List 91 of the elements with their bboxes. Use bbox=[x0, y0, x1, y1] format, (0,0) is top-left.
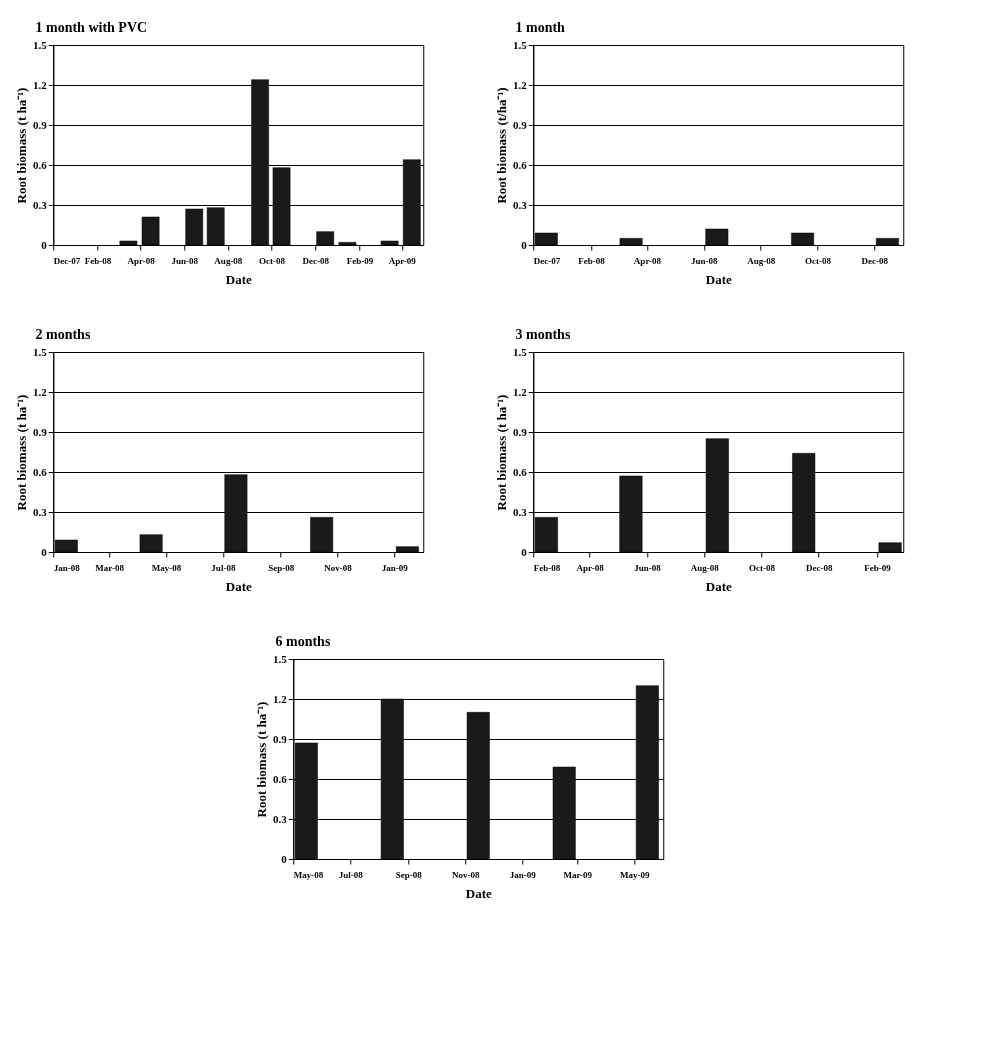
x-tick-label: Jan-09 bbox=[509, 869, 537, 880]
bar bbox=[338, 242, 357, 246]
x-tick-label: May-08 bbox=[293, 869, 324, 880]
chart-title: 6 months bbox=[275, 634, 331, 649]
x-tick-label: Mar-08 bbox=[95, 562, 125, 573]
x-axis-title: Date bbox=[705, 271, 732, 287]
x-tick-label: May-09 bbox=[620, 869, 651, 880]
y-tick-label: 0 bbox=[521, 238, 528, 251]
x-tick-label: Oct-08 bbox=[259, 255, 286, 266]
x-tick-label: Jul-08 bbox=[338, 869, 364, 880]
y-tick-label: 0.9 bbox=[513, 425, 528, 438]
y-tick-label: 0.3 bbox=[513, 198, 528, 211]
x-tick-label: Feb-09 bbox=[346, 255, 374, 266]
y-axis-title: Root biomass (t ha⁻¹) bbox=[494, 394, 509, 511]
x-tick-label: Apr-08 bbox=[127, 255, 156, 266]
x-tick-label: Dec-07 bbox=[533, 255, 561, 266]
y-axis-title: Root biomass (t ha⁻¹) bbox=[14, 394, 29, 511]
y-tick-label: 0 bbox=[521, 545, 528, 558]
y-tick-label: 0.6 bbox=[273, 772, 288, 785]
bar bbox=[316, 231, 335, 246]
x-tick-label: Nov-08 bbox=[324, 562, 353, 573]
x-tick-label: Jan-08 bbox=[53, 562, 81, 573]
y-axis-title: Root biomass (t ha⁻¹) bbox=[14, 87, 29, 204]
x-tick-label: May-08 bbox=[151, 562, 182, 573]
x-tick-label: Jul-08 bbox=[211, 562, 236, 573]
y-tick-label: 0.6 bbox=[33, 158, 48, 171]
y-tick-label: 0 bbox=[281, 852, 288, 865]
y-tick-label: 0.6 bbox=[513, 465, 528, 478]
x-tick-label: Jun-08 bbox=[691, 255, 719, 266]
bar bbox=[119, 240, 138, 246]
bar bbox=[139, 534, 163, 553]
x-tick-label: Jun-08 bbox=[171, 255, 199, 266]
y-tick-label: 0.3 bbox=[33, 198, 48, 211]
x-tick-label: Dec-08 bbox=[805, 562, 833, 573]
x-axis-title: Date bbox=[705, 578, 732, 594]
y-axis-title: Root biomass (t/ha⁻¹) bbox=[494, 87, 509, 204]
y-tick-label: 1.5 bbox=[513, 38, 528, 51]
x-axis-title: Date bbox=[225, 271, 252, 287]
bar bbox=[380, 240, 399, 246]
y-tick-label: 1.2 bbox=[273, 692, 288, 705]
x-axis-title: Date bbox=[225, 578, 252, 594]
x-axis-title: Date bbox=[465, 885, 492, 901]
x-tick-label: Apr-09 bbox=[388, 255, 417, 266]
x-tick-label: Feb-08 bbox=[533, 562, 561, 573]
y-tick-label: 1.2 bbox=[513, 78, 528, 91]
y-tick-label: 0 bbox=[41, 545, 48, 558]
y-tick-label: 1.2 bbox=[513, 385, 528, 398]
x-tick-label: Feb-09 bbox=[864, 562, 892, 573]
y-tick-label: 0.6 bbox=[33, 465, 48, 478]
chart-title: 1 month bbox=[515, 20, 566, 35]
y-tick-label: 0.3 bbox=[513, 505, 528, 518]
y-tick-label: 1.5 bbox=[513, 345, 528, 358]
y-tick-label: 0 bbox=[41, 238, 48, 251]
y-tick-label: 1.5 bbox=[33, 38, 48, 51]
y-tick-label: 0.9 bbox=[33, 118, 48, 131]
chart-title: 3 months bbox=[515, 327, 571, 342]
x-tick-label: Dec-07 bbox=[53, 255, 81, 266]
y-tick-label: 0.3 bbox=[273, 812, 288, 825]
y-tick-label: 1.5 bbox=[273, 652, 288, 665]
y-tick-label: 0.9 bbox=[273, 732, 288, 745]
x-tick-label: Jun-08 bbox=[634, 562, 662, 573]
y-tick-label: 1.2 bbox=[33, 385, 48, 398]
x-tick-label: Feb-08 bbox=[84, 255, 112, 266]
x-tick-label: Oct-08 bbox=[748, 562, 776, 573]
x-tick-label: Feb-08 bbox=[578, 255, 606, 266]
x-tick-label: Aug-08 bbox=[747, 255, 776, 266]
x-tick-label: Dec-08 bbox=[861, 255, 889, 266]
bar bbox=[395, 546, 419, 553]
x-tick-label: Jan-09 bbox=[381, 562, 409, 573]
x-tick-label: Aug-08 bbox=[690, 562, 720, 573]
x-tick-label: Apr-08 bbox=[633, 255, 662, 266]
bar bbox=[310, 517, 334, 553]
y-tick-label: 0.9 bbox=[33, 425, 48, 438]
x-tick-label: Dec-08 bbox=[302, 255, 330, 266]
chart-title: 2 months bbox=[35, 327, 91, 342]
x-tick-label: Oct-08 bbox=[805, 255, 832, 266]
x-tick-label: Sep-08 bbox=[395, 869, 423, 880]
y-tick-label: 0.9 bbox=[513, 118, 528, 131]
y-tick-label: 1.5 bbox=[33, 345, 48, 358]
x-tick-label: Nov-08 bbox=[451, 869, 480, 880]
chart-title: 1 month with PVC bbox=[35, 20, 148, 35]
y-tick-label: 0.6 bbox=[513, 158, 528, 171]
x-tick-label: Mar-09 bbox=[563, 869, 593, 880]
x-tick-label: Apr-08 bbox=[576, 562, 605, 573]
y-tick-label: 0.3 bbox=[33, 505, 48, 518]
y-tick-label: 1.2 bbox=[33, 78, 48, 91]
y-axis-title: Root biomass (t ha⁻¹) bbox=[254, 701, 269, 818]
bar bbox=[185, 208, 204, 246]
x-tick-label: Sep-08 bbox=[268, 562, 295, 573]
x-tick-label: Aug-08 bbox=[214, 255, 243, 266]
bar bbox=[141, 216, 160, 246]
